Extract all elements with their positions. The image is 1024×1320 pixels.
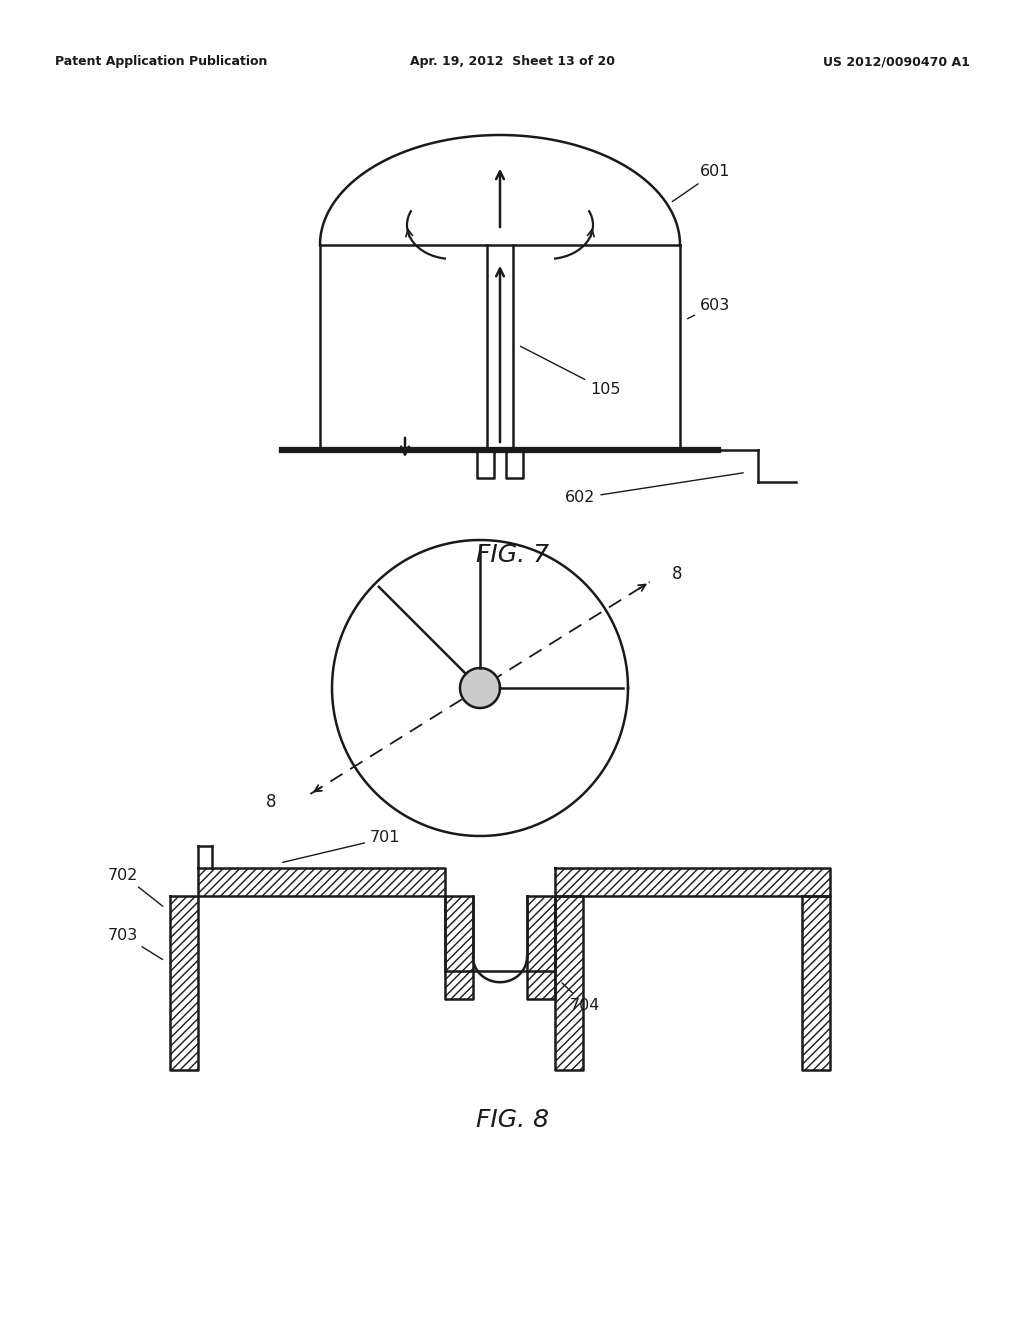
- Text: 702: 702: [108, 867, 163, 907]
- Text: FIG. 8: FIG. 8: [475, 1107, 549, 1133]
- Text: 8: 8: [672, 565, 682, 583]
- Text: Patent Application Publication: Patent Application Publication: [55, 55, 267, 69]
- Text: US 2012/0090470 A1: US 2012/0090470 A1: [823, 55, 970, 69]
- Polygon shape: [555, 896, 583, 1071]
- Polygon shape: [527, 896, 555, 999]
- Text: 603: 603: [687, 297, 730, 318]
- Text: 704: 704: [562, 983, 600, 1012]
- Polygon shape: [445, 896, 473, 999]
- Text: 105: 105: [520, 346, 621, 397]
- Polygon shape: [802, 896, 830, 1071]
- Polygon shape: [198, 869, 445, 896]
- Text: FIG. 7: FIG. 7: [475, 543, 549, 568]
- Text: 602: 602: [565, 473, 743, 506]
- Text: Apr. 19, 2012  Sheet 13 of 20: Apr. 19, 2012 Sheet 13 of 20: [410, 55, 614, 69]
- Text: 703: 703: [108, 928, 163, 960]
- Text: 601: 601: [673, 165, 730, 202]
- Text: 8: 8: [265, 793, 275, 810]
- Polygon shape: [170, 896, 198, 1071]
- Polygon shape: [555, 869, 830, 896]
- Polygon shape: [460, 668, 500, 708]
- Text: 701: 701: [283, 830, 400, 862]
